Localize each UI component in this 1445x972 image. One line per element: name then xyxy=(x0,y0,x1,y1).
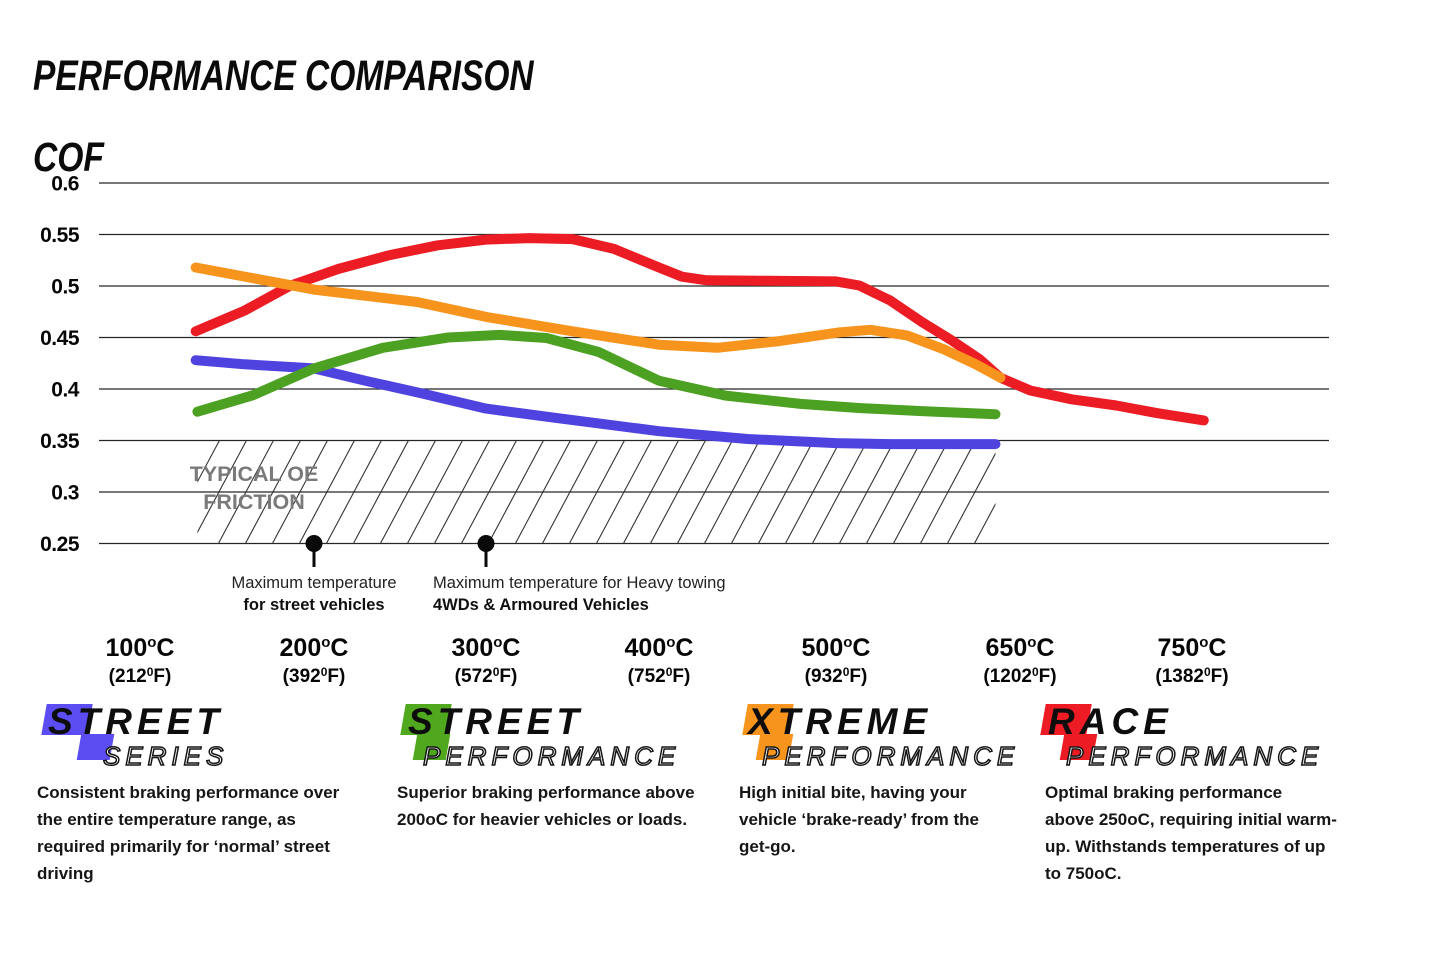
hatch-line xyxy=(622,440,679,544)
hatch-line xyxy=(757,440,814,544)
y-tick-label: 0.3 xyxy=(51,482,79,505)
annotations: Maximum temperature for street vehicles Ma… xyxy=(231,535,726,614)
x-axis-labels: 100oC (2120F) 200oC (3920F) 300oC (5720F) 400o… xyxy=(106,634,1229,687)
annotation-line1: Maximum temperature for Heavy towing xyxy=(433,574,726,592)
y-tick-label: 0.5 xyxy=(51,276,80,299)
hatch-line xyxy=(379,440,436,544)
hatch-line xyxy=(352,440,409,544)
hatch-line xyxy=(649,440,706,544)
hatch-line xyxy=(541,440,598,544)
hatch-line xyxy=(973,502,996,544)
x-tick-fahrenheit: (3920F) xyxy=(283,665,346,687)
x-tick-fahrenheit: (13820F) xyxy=(1155,665,1228,687)
hatch-line xyxy=(433,440,490,544)
y-tick-label: 0.4 xyxy=(51,379,80,402)
max-temp-marker-dot xyxy=(477,535,495,552)
logo-word-bottom: PERFORMANCE xyxy=(1065,741,1324,771)
annotation-line2: 4WDs & Armoured Vehicles xyxy=(433,596,649,614)
gridlines: 0.6 0.55 0.5 0.45 0.4 0.35 0.3 0.25 xyxy=(40,173,1329,556)
hatch-line xyxy=(676,440,733,544)
x-tick-celsius: 400oC xyxy=(625,634,694,662)
hatch-line xyxy=(197,440,247,534)
hatch-line xyxy=(919,440,976,544)
legend-card-race-performance: RACE PERFORMANCE Optimal braking perform… xyxy=(1040,701,1383,887)
y-tick-label: 0.45 xyxy=(40,327,80,350)
hatch-line xyxy=(325,440,382,544)
logo-word-bottom: PERFORMANCE xyxy=(761,741,1020,771)
legend-description: Optimal braking performance above 250oC,… xyxy=(1045,783,1337,883)
x-tick-celsius: 100oC xyxy=(106,634,175,662)
x-tick-celsius: 750oC xyxy=(1158,634,1227,662)
hatch-line xyxy=(298,440,355,544)
x-tick-celsius: 200oC xyxy=(280,634,349,662)
x-tick-celsius: 500oC xyxy=(802,634,871,662)
logo-word-bottom: SERIES xyxy=(102,741,229,771)
y-tick-label: 0.35 xyxy=(40,430,80,453)
series-line-street-performance xyxy=(192,329,1001,420)
legend-description: Consistent braking performance over the … xyxy=(37,783,340,883)
hatch-line xyxy=(892,440,949,544)
y-tick-label: 0.6 xyxy=(51,173,79,196)
y-tick-label: 0.55 xyxy=(40,224,80,247)
hatch-line xyxy=(865,440,922,544)
max-temp-marker-dot xyxy=(305,535,323,552)
hatch-line xyxy=(460,440,517,544)
hatch-line xyxy=(406,440,463,544)
hatch-line xyxy=(811,440,868,544)
y-tick-label: 0.25 xyxy=(40,533,80,556)
street-series-logo: STREET SERIES xyxy=(35,701,387,770)
series-line-xtreme-performance xyxy=(190,262,1006,383)
legend-card-xtreme-performance: XTREME PERFORMANCE High initial bite, ha… xyxy=(737,703,1037,860)
x-tick-fahrenheit: (7520F) xyxy=(628,665,691,687)
series-line-race-performance xyxy=(190,233,1209,426)
street-performance-logo: STREET PERFORMANCE xyxy=(395,701,740,770)
x-tick-fahrenheit: (9320F) xyxy=(805,665,868,687)
hatch-line xyxy=(271,440,328,544)
hatch-line xyxy=(595,440,652,544)
hatch-line xyxy=(568,440,625,544)
logo-word-top: XTREME xyxy=(748,701,933,742)
annotation-line2: for street vehicles xyxy=(243,596,384,614)
typical-oe-friction-label: TYPICAL OE FRICTION xyxy=(190,462,319,514)
x-tick-fahrenheit: (12020F) xyxy=(983,665,1056,687)
hatch-line xyxy=(703,440,760,544)
oe-band-label-line1: TYPICAL OE xyxy=(190,462,319,486)
xtreme-performance-logo: XTREME PERFORMANCE xyxy=(737,701,1037,770)
logo-word-top: STREET xyxy=(48,701,224,742)
hatch-line xyxy=(197,440,220,483)
hatch-line xyxy=(730,440,787,544)
legend-card-street-performance: STREET PERFORMANCE Superior braking perf… xyxy=(395,703,740,833)
legend-card-street-series: STREET SERIES Consistent braking perform… xyxy=(35,703,387,887)
hatch-line xyxy=(838,440,895,544)
hatch-line xyxy=(244,440,301,544)
hatch-line xyxy=(946,452,996,544)
x-tick-fahrenheit: (5720F) xyxy=(455,665,518,687)
legend-description: High initial bite, having your vehicle ‘… xyxy=(739,783,979,856)
logo-word-top: RACE xyxy=(1048,701,1173,742)
performance-chart: 0.6 0.55 0.5 0.45 0.4 0.35 0.3 0.25 TYPICAL OE FR… xyxy=(40,173,1329,687)
series-lines xyxy=(190,233,1209,450)
annotation-line1: Maximum temperature xyxy=(231,574,396,592)
x-tick-fahrenheit: (2120F) xyxy=(109,665,172,687)
hatch-line xyxy=(487,440,544,544)
oe-band-label-line2: FRICTION xyxy=(203,490,305,514)
logo-word-bottom: PERFORMANCE xyxy=(422,741,681,771)
hatch-line xyxy=(514,440,571,544)
race-performance-logo: RACE PERFORMANCE xyxy=(1040,701,1383,770)
x-tick-celsius: 650oC xyxy=(986,634,1055,662)
y-axis-title: COF xyxy=(33,134,104,180)
logo-word-top: STREET xyxy=(408,701,584,742)
hatch-line xyxy=(784,440,841,544)
page-title: PERFORMANCE COMPARISON xyxy=(33,52,534,100)
hatch-line xyxy=(217,440,274,544)
series-line-street-series xyxy=(190,355,1001,450)
legend-description: Superior braking performance above 200oC… xyxy=(397,783,695,829)
typical-oe-friction-band xyxy=(197,440,996,544)
x-tick-celsius: 300oC xyxy=(452,634,521,662)
